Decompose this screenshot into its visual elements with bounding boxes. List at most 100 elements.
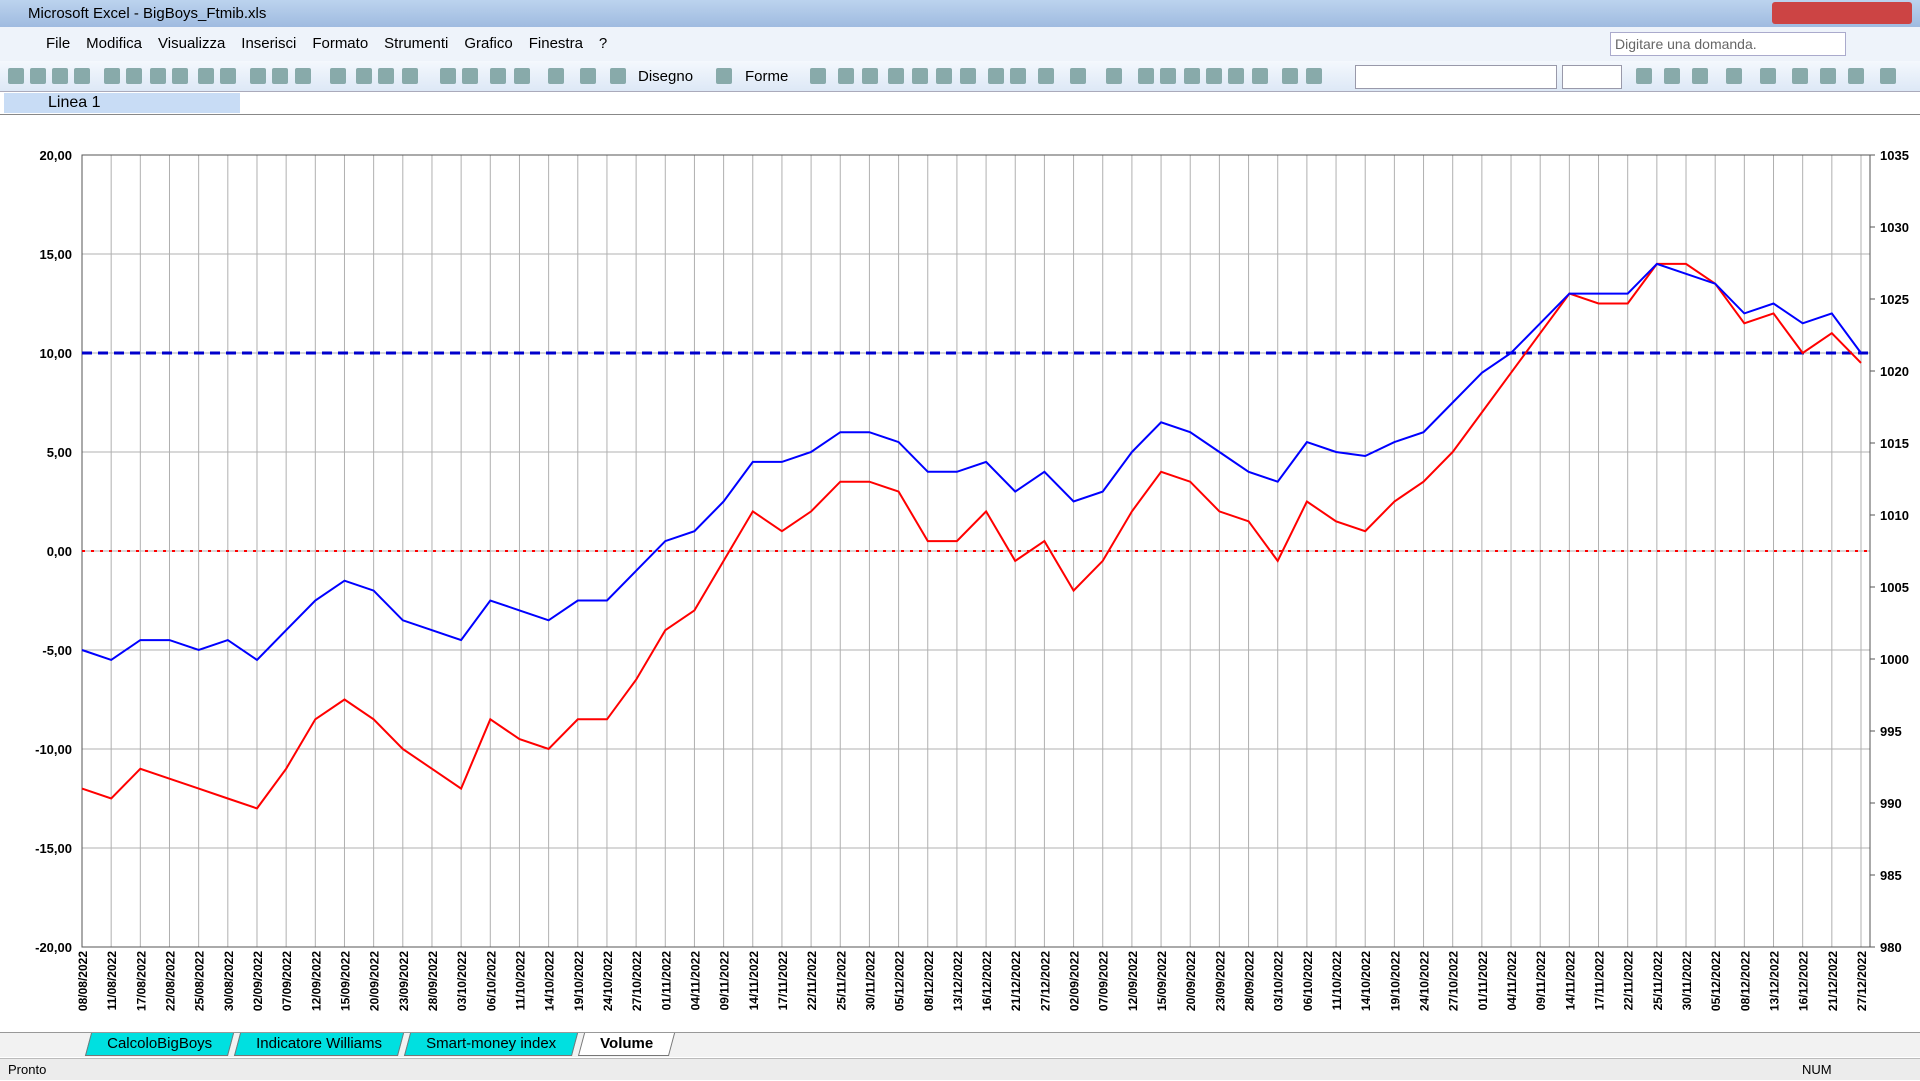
toolbar-button[interactable] xyxy=(198,68,214,84)
toolbar-button[interactable] xyxy=(8,68,24,84)
toolbar-button[interactable] xyxy=(52,68,68,84)
toolbar-button[interactable] xyxy=(272,68,288,84)
toolbar-button[interactable] xyxy=(514,68,530,84)
toolbar-button[interactable] xyxy=(172,68,188,84)
x-tick-label: 28/09/2022 xyxy=(1243,951,1257,1011)
toolbar-button[interactable] xyxy=(912,68,928,84)
menu-item[interactable]: Inserisci xyxy=(241,35,297,52)
y2-tick-label: 995 xyxy=(1880,724,1902,739)
toolbar-button[interactable] xyxy=(220,68,236,84)
menu-item[interactable]: Visualizza xyxy=(158,35,226,52)
toolbar-button[interactable] xyxy=(1184,68,1200,84)
toolbar-button[interactable] xyxy=(1820,68,1836,84)
data-line xyxy=(81,262,1862,662)
toolbar-button[interactable] xyxy=(936,68,952,84)
toolbar-button[interactable] xyxy=(610,68,626,84)
toolbar-button[interactable] xyxy=(356,68,372,84)
toolbar-button[interactable] xyxy=(1282,68,1298,84)
formula-bar: Linea 1 xyxy=(0,92,1920,115)
sheet-tab[interactable]: Volume xyxy=(577,1033,676,1056)
toolbar-button[interactable] xyxy=(490,68,506,84)
toolbar-button[interactable] xyxy=(104,68,120,84)
toolbar-button[interactable] xyxy=(440,68,456,84)
title-bar: Microsoft Excel - BigBoys_Ftmib.xls xyxy=(0,0,1920,27)
menu-bar: File Modifica Visualizza Inserisci Formato St… xyxy=(0,27,1920,61)
name-box[interactable]: Linea 1 xyxy=(4,93,240,113)
x-tick-label: 13/12/2022 xyxy=(1768,951,1782,1011)
toolbar-button[interactable] xyxy=(1664,68,1680,84)
toolbar-button[interactable] xyxy=(74,68,90,84)
toolbar-button[interactable] xyxy=(1252,68,1268,84)
menu-item[interactable]: Modifica xyxy=(86,35,143,52)
toolbar-button[interactable] xyxy=(1138,68,1154,84)
menu-item[interactable]: Strumenti xyxy=(384,35,449,52)
toolbar-button[interactable] xyxy=(378,68,394,84)
toolbar-button[interactable] xyxy=(1692,68,1708,84)
x-tick-label: 21/12/2022 xyxy=(1826,951,1840,1011)
toolbar-button[interactable] xyxy=(1160,68,1176,84)
toolbar-button[interactable] xyxy=(1792,68,1808,84)
toolbar-button[interactable] xyxy=(1070,68,1086,84)
toolbar-button[interactable] xyxy=(330,68,346,84)
status-text: Pronto xyxy=(8,1062,47,1077)
toolbar-button[interactable] xyxy=(838,68,854,84)
num-indicator: NUM xyxy=(1802,1062,1832,1077)
x-tick-label: 12/09/2022 xyxy=(309,951,323,1011)
toolbar-button[interactable] xyxy=(1848,68,1864,84)
sheet-tab[interactable]: Indicatore Williams xyxy=(233,1033,404,1056)
toolbar-button[interactable] xyxy=(716,68,732,84)
x-tick-label: 14/11/2022 xyxy=(747,951,761,1011)
y-tick-label: -20,00 xyxy=(35,940,72,955)
toolbar-button[interactable] xyxy=(1206,68,1222,84)
toolbar-button[interactable] xyxy=(988,68,1004,84)
y2-tick-label: 980 xyxy=(1880,940,1902,955)
toolbar-button[interactable] xyxy=(1636,68,1652,84)
x-tick-label: 16/12/2022 xyxy=(980,951,994,1011)
menu-item[interactable]: Finestra xyxy=(528,35,583,52)
toolbar-button[interactable] xyxy=(548,68,564,84)
help-box[interactable]: Digitare una domanda. xyxy=(1610,32,1846,56)
toolbar-button[interactable] xyxy=(462,68,478,84)
toolbar-button[interactable] xyxy=(580,68,596,84)
menu-item[interactable]: Grafico xyxy=(464,35,513,52)
x-tick-label: 04/11/2022 xyxy=(1505,951,1519,1011)
toolbar-button[interactable] xyxy=(1038,68,1054,84)
drawing-menu[interactable]: Disegno xyxy=(638,68,694,85)
toolbar-button[interactable] xyxy=(960,68,976,84)
sheet-tabs: CalcoloBigBoys Indicatore Williams Smart-m… xyxy=(0,1032,1920,1057)
x-tick-label: 25/08/2022 xyxy=(193,951,207,1011)
toolbar-button[interactable] xyxy=(1010,68,1026,84)
font-box[interactable] xyxy=(1355,65,1557,89)
toolbar-button[interactable] xyxy=(862,68,878,84)
y-tick-label: -15,00 xyxy=(35,841,72,856)
menu-item[interactable]: ? xyxy=(598,35,608,52)
y2-tick-label: 1020 xyxy=(1880,364,1909,379)
sheet-tab[interactable]: Smart-money index xyxy=(403,1033,579,1056)
toolbar-button[interactable] xyxy=(250,68,266,84)
toolbar-button[interactable] xyxy=(1880,68,1896,84)
window-controls[interactable] xyxy=(1772,2,1912,24)
x-tick-label: 17/11/2022 xyxy=(776,951,790,1011)
size-box[interactable] xyxy=(1562,65,1622,89)
x-tick-label: 03/10/2022 xyxy=(1272,951,1286,1011)
sheet-tab[interactable]: CalcoloBigBoys xyxy=(84,1033,235,1056)
toolbar-button[interactable] xyxy=(1726,68,1742,84)
toolbar-button[interactable] xyxy=(1760,68,1776,84)
toolbar-button[interactable] xyxy=(126,68,142,84)
toolbar-button[interactable] xyxy=(810,68,826,84)
toolbar-button[interactable] xyxy=(1306,68,1322,84)
x-tick-label: 17/11/2022 xyxy=(1593,951,1607,1011)
y2-tick-label: 990 xyxy=(1880,796,1902,811)
toolbar-button[interactable] xyxy=(30,68,46,84)
shapes-menu[interactable]: Forme xyxy=(745,68,789,85)
toolbar-button[interactable] xyxy=(402,68,418,84)
menu-item[interactable]: Formato xyxy=(312,35,369,52)
toolbar-button[interactable] xyxy=(1228,68,1244,84)
x-tick-label: 30/11/2022 xyxy=(1680,951,1694,1011)
menu-item[interactable]: File xyxy=(46,35,71,52)
toolbar-button[interactable] xyxy=(888,68,904,84)
toolbar-button[interactable] xyxy=(295,68,311,84)
x-tick-label: 07/09/2022 xyxy=(280,951,294,1011)
toolbar-button[interactable] xyxy=(1106,68,1122,84)
toolbar-button[interactable] xyxy=(150,68,166,84)
